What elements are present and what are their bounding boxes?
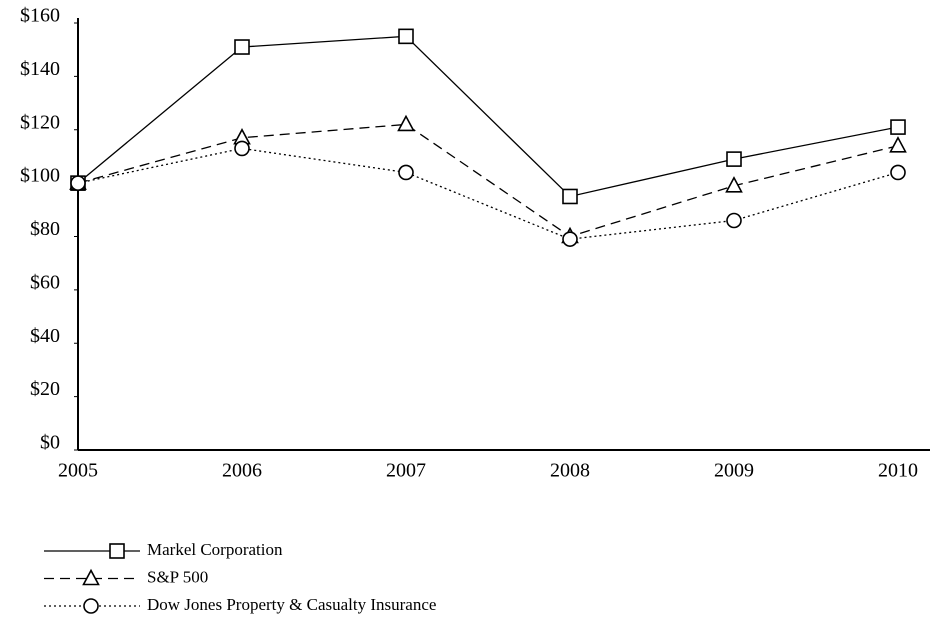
y-tick-label: $0 <box>40 432 60 454</box>
y-tick-label: $40 <box>30 325 60 347</box>
x-tick-label: 2006 <box>222 460 262 482</box>
legend-label: S&P 500 <box>147 567 208 586</box>
x-tick-label: 2010 <box>878 460 918 482</box>
x-tick-label: 2009 <box>714 460 754 482</box>
marker-triangle <box>397 114 415 132</box>
y-tick-label: $20 <box>30 378 60 400</box>
series-line <box>77 35 899 198</box>
marker-circle <box>234 140 250 157</box>
y-tick-label: $160 <box>20 5 60 27</box>
marker-circle <box>562 231 578 247</box>
marker-square <box>234 39 250 55</box>
legend-label: Dow Jones Property & Casualty Insurance <box>147 595 436 614</box>
x-tick-label: 2005 <box>58 460 98 482</box>
x-tick-label: 2007 <box>386 460 426 482</box>
series-line <box>77 147 899 240</box>
y-tick-label: $60 <box>30 271 60 293</box>
series-line <box>77 123 899 238</box>
marker-square <box>109 543 125 559</box>
y-tick-label: $140 <box>20 58 60 80</box>
marker-circle <box>83 598 99 614</box>
y-tick-label: $100 <box>20 165 60 187</box>
marker-triangle <box>725 176 743 193</box>
marker-square <box>890 119 906 135</box>
x-tick-label: 2008 <box>550 460 590 482</box>
marker-square <box>726 151 742 167</box>
marker-circle <box>890 164 906 181</box>
marker-circle <box>70 175 86 191</box>
marker-triangle <box>889 136 907 153</box>
marker-square <box>398 28 414 45</box>
y-tick-label: $80 <box>30 218 60 240</box>
legend-label: Markel Corporation <box>147 540 283 559</box>
marker-circle <box>398 164 414 181</box>
y-tick-label: $120 <box>20 111 60 133</box>
marker-triangle <box>82 568 100 586</box>
marker-square <box>562 188 578 205</box>
marker-circle <box>726 212 742 229</box>
